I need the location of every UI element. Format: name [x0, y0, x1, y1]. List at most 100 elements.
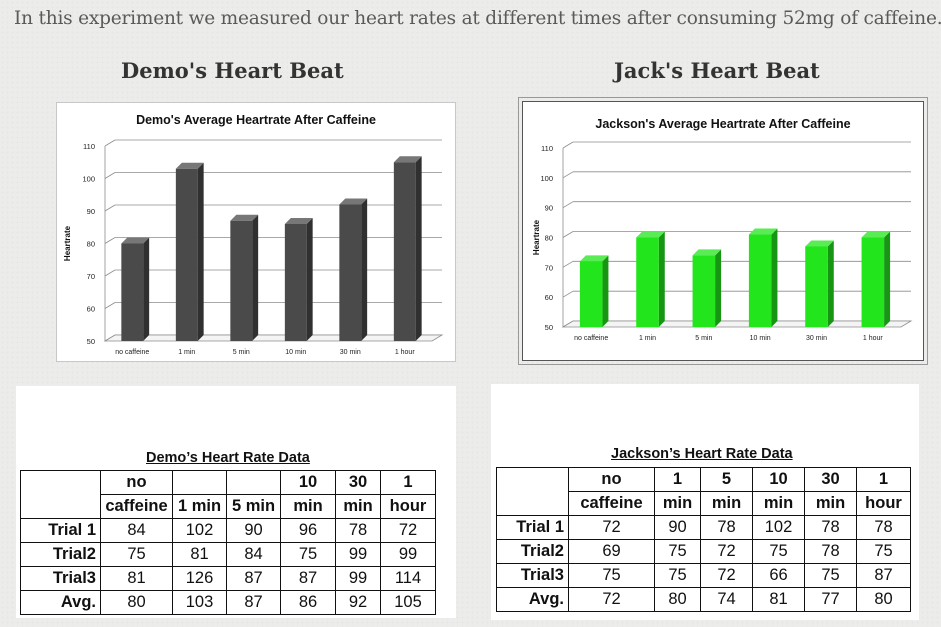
jack-table-title: Jackson’s Heart Rate Data	[611, 446, 793, 462]
table-cell: 75	[654, 563, 701, 588]
table-cell: 81	[100, 566, 173, 591]
demo-heading: Demo's Heart Beat	[121, 58, 344, 83]
table-cell: 99	[380, 542, 436, 567]
x-tick-label: 1 min	[639, 335, 656, 342]
demo-chart-svg: Demo's Average Heartrate After Caffeine 5…	[63, 113, 444, 356]
row-label: Trial 1	[496, 515, 569, 540]
demo-data-table: no 10 30 1 caffeine 1 min 5 min min min hour Trial…	[20, 470, 436, 615]
table-cell: 90	[654, 515, 701, 540]
header-bottom-cell: 1 min	[172, 494, 227, 519]
gridline-side	[104, 139, 116, 147]
table-cell: 92	[335, 590, 381, 615]
bar-side	[143, 237, 150, 341]
y-tick-label: 60	[87, 305, 95, 314]
table-cell: 75	[280, 542, 336, 567]
gridline-side	[562, 201, 574, 209]
row-label: Avg.	[20, 590, 101, 615]
bar	[175, 168, 198, 341]
table-row: Trial2 75 81 84 75 99 99	[20, 542, 436, 567]
table-cell: 75	[752, 539, 805, 564]
x-tick-label: no caffeine	[574, 335, 608, 342]
bar-top	[175, 162, 204, 169]
demo-chart: Demo's Average Heartrate After Caffeine 5…	[56, 102, 456, 362]
y-tick-label: 50	[545, 323, 553, 332]
bar-side	[771, 228, 778, 327]
table-cell: 78	[804, 539, 857, 564]
y-tick-label: 100	[82, 175, 95, 184]
bar	[861, 237, 885, 327]
y-tick-label: 80	[87, 240, 95, 249]
y-tick-label: 80	[545, 234, 553, 243]
table-cell: 99	[335, 542, 381, 567]
header-top-cell: 30	[335, 470, 381, 495]
row-label: Trial2	[20, 542, 101, 567]
header-bottom-cell: min	[804, 491, 857, 516]
table-cell: 86	[280, 590, 336, 615]
table-cell: 69	[568, 539, 655, 564]
bar-side	[306, 218, 313, 341]
gridline-side	[562, 171, 574, 179]
table-cell: 126	[172, 566, 227, 591]
table-cell: 87	[226, 566, 281, 591]
header-top-cell: 1	[856, 467, 911, 492]
x-tick-label: 1 hour	[863, 335, 884, 342]
table-cell: 80	[100, 590, 173, 615]
demo-table-title: Demo’s Heart Rate Data	[146, 450, 310, 466]
bar-top	[636, 231, 665, 238]
table-cell: 80	[856, 587, 911, 612]
bar-top	[393, 156, 422, 163]
table-cell: 75	[100, 542, 173, 567]
bar	[339, 204, 362, 341]
bar-top	[805, 240, 834, 247]
bar	[579, 261, 603, 327]
header-top-cell: 30	[804, 467, 857, 492]
header-bottom-cell: min	[752, 491, 805, 516]
bar-side	[415, 156, 422, 341]
bar-side	[361, 198, 368, 341]
jack-data-table: no 1 5 10 30 1 caffeine min min min min hour Trial 1…	[496, 467, 911, 612]
header-bottom-cell: min	[335, 494, 381, 519]
header-top-cell: no	[568, 467, 655, 492]
x-tick-label: 10 min	[285, 349, 306, 356]
bar-top	[861, 231, 891, 238]
bar-top	[748, 228, 778, 235]
table-cell: 81	[752, 587, 805, 612]
table-cell: 87	[280, 566, 336, 591]
table-row: Avg. 80 103 87 86 92 105	[20, 590, 436, 615]
table-cell: 87	[226, 590, 281, 615]
table-cell: 102	[752, 515, 805, 540]
x-tick-label: 30 min	[340, 349, 361, 356]
bar-side	[884, 231, 891, 327]
table-row: Trial 1 84 102 90 96 78 72	[20, 518, 436, 543]
bar-side	[715, 249, 722, 327]
header-top-cell	[20, 470, 101, 519]
table-cell: 75	[856, 539, 911, 564]
chart-title: Jackson's Average Heartrate After Caffei…	[595, 117, 850, 131]
x-tick-label: 10 min	[750, 335, 771, 342]
table-cell: 103	[172, 590, 227, 615]
chart-floor	[103, 334, 444, 342]
x-tick-label: 5 min	[695, 335, 712, 342]
gridline-side	[104, 204, 116, 212]
table-row: Trial2 69 75 72 75 78 75	[496, 539, 911, 564]
bar-top	[284, 218, 313, 224]
table-row: Trial 1 72 90 78 102 78 78	[496, 515, 911, 540]
header-top-cell	[226, 470, 281, 495]
header-bottom-cell: caffeine	[100, 494, 173, 519]
table-cell: 84	[226, 542, 281, 567]
y-tick-label: 110	[541, 144, 553, 153]
table-cell: 96	[280, 518, 336, 543]
header-bottom-cell: caffeine	[568, 491, 655, 516]
table-cell: 99	[335, 566, 381, 591]
gridline-side	[562, 260, 574, 268]
chart-floor	[561, 320, 913, 328]
table-cell: 78	[856, 515, 911, 540]
table-row: Avg. 72 80 74 81 77 80	[496, 587, 911, 612]
table-cell: 87	[856, 563, 911, 588]
gridline-side	[104, 269, 116, 277]
bar	[230, 220, 253, 341]
table-cell: 81	[172, 542, 227, 567]
table-cell: 72	[700, 539, 753, 564]
x-tick-label: 1 min	[178, 349, 195, 356]
table-cell: 105	[380, 590, 436, 615]
